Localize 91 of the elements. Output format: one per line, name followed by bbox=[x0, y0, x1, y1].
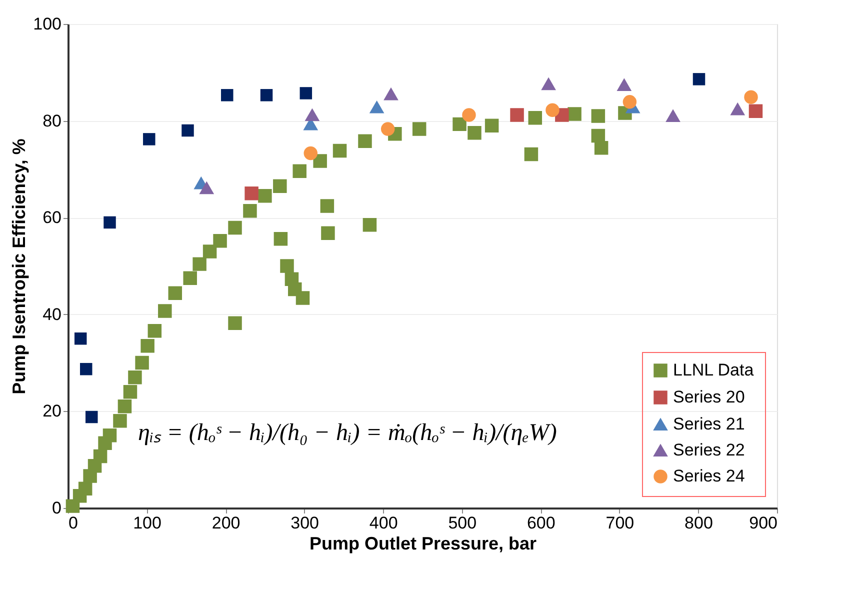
x-tick-label: 100 bbox=[133, 514, 162, 532]
point bbox=[384, 88, 398, 100]
point bbox=[183, 271, 197, 285]
point bbox=[158, 304, 172, 318]
y-tick-label: 40 bbox=[42, 304, 62, 324]
y-axis-title: Pump Isentropic Efficiency, % bbox=[9, 138, 30, 394]
point bbox=[528, 111, 542, 125]
point bbox=[135, 356, 149, 370]
x-tick-label: 500 bbox=[448, 514, 477, 532]
x-tick-label: 0 bbox=[68, 514, 78, 532]
legend-label: LLNL Data bbox=[673, 360, 754, 380]
point bbox=[305, 108, 320, 122]
point bbox=[462, 108, 476, 122]
legend-label: Series 24 bbox=[673, 466, 745, 486]
point bbox=[546, 103, 560, 118]
point bbox=[273, 179, 287, 194]
point bbox=[102, 428, 117, 442]
point bbox=[78, 482, 92, 496]
point bbox=[313, 154, 327, 168]
point bbox=[300, 87, 312, 100]
x-tick-label: 700 bbox=[606, 514, 634, 532]
point bbox=[468, 126, 482, 140]
point bbox=[274, 232, 288, 246]
point bbox=[452, 117, 466, 132]
point bbox=[74, 332, 87, 345]
point bbox=[202, 244, 217, 258]
point bbox=[332, 144, 347, 158]
x-tick-label: 200 bbox=[212, 514, 240, 532]
point bbox=[594, 141, 608, 155]
point bbox=[510, 108, 524, 122]
point bbox=[744, 90, 758, 104]
y-tick-label: 0 bbox=[52, 498, 62, 518]
point bbox=[730, 103, 744, 116]
point bbox=[524, 147, 538, 162]
point bbox=[228, 316, 242, 330]
point bbox=[296, 291, 310, 305]
point bbox=[617, 78, 632, 92]
x-tick-label: 400 bbox=[369, 514, 398, 532]
point bbox=[128, 370, 142, 384]
point bbox=[292, 164, 306, 178]
point bbox=[118, 399, 132, 414]
point bbox=[140, 338, 154, 353]
point bbox=[748, 104, 763, 118]
point bbox=[320, 199, 334, 213]
point bbox=[123, 384, 138, 399]
point bbox=[148, 324, 162, 338]
point bbox=[80, 362, 92, 376]
legend-label: Series 21 bbox=[673, 414, 745, 434]
point bbox=[168, 286, 182, 300]
point bbox=[304, 146, 318, 160]
annotation: ηᵢₛ = (hₒˢ − hᵢ)/(h₀ − hᵢ) = ṁₒ(hₒˢ − hᵢ)/(ηₑW) bbox=[138, 420, 557, 446]
y-tick-label: 60 bbox=[42, 208, 62, 228]
point bbox=[358, 134, 372, 148]
point bbox=[182, 124, 194, 137]
point bbox=[104, 216, 116, 229]
point bbox=[591, 109, 606, 123]
y-tick-label: 20 bbox=[42, 402, 62, 421]
y-tick-label: 80 bbox=[42, 111, 62, 130]
point bbox=[568, 107, 582, 121]
point bbox=[666, 110, 680, 122]
point bbox=[622, 95, 637, 109]
x-tick-label: 800 bbox=[684, 514, 713, 532]
legend-label: Series 22 bbox=[673, 440, 745, 460]
point bbox=[321, 226, 335, 240]
point bbox=[192, 257, 206, 271]
point bbox=[243, 204, 257, 218]
point bbox=[260, 89, 273, 102]
point bbox=[258, 188, 272, 203]
legend-label: Series 20 bbox=[673, 388, 745, 406]
point bbox=[228, 220, 242, 235]
point bbox=[143, 133, 156, 146]
x-tick-label: 900 bbox=[749, 514, 778, 532]
y-tick-label: 100 bbox=[33, 14, 62, 34]
point bbox=[692, 73, 706, 86]
point bbox=[113, 414, 127, 428]
x-tick-label: 600 bbox=[526, 514, 556, 532]
point bbox=[86, 410, 98, 424]
point bbox=[93, 449, 108, 464]
point bbox=[484, 118, 499, 133]
point bbox=[542, 78, 556, 90]
point bbox=[370, 101, 384, 114]
point bbox=[200, 182, 214, 194]
x-tick-label: 300 bbox=[290, 514, 320, 532]
point bbox=[244, 186, 258, 200]
point bbox=[221, 89, 234, 102]
point bbox=[280, 259, 294, 273]
point bbox=[412, 122, 426, 136]
point bbox=[380, 122, 395, 136]
x-axis-title: Pump Outlet Pressure, bar bbox=[309, 534, 537, 554]
point bbox=[362, 218, 377, 232]
point bbox=[213, 234, 227, 248]
